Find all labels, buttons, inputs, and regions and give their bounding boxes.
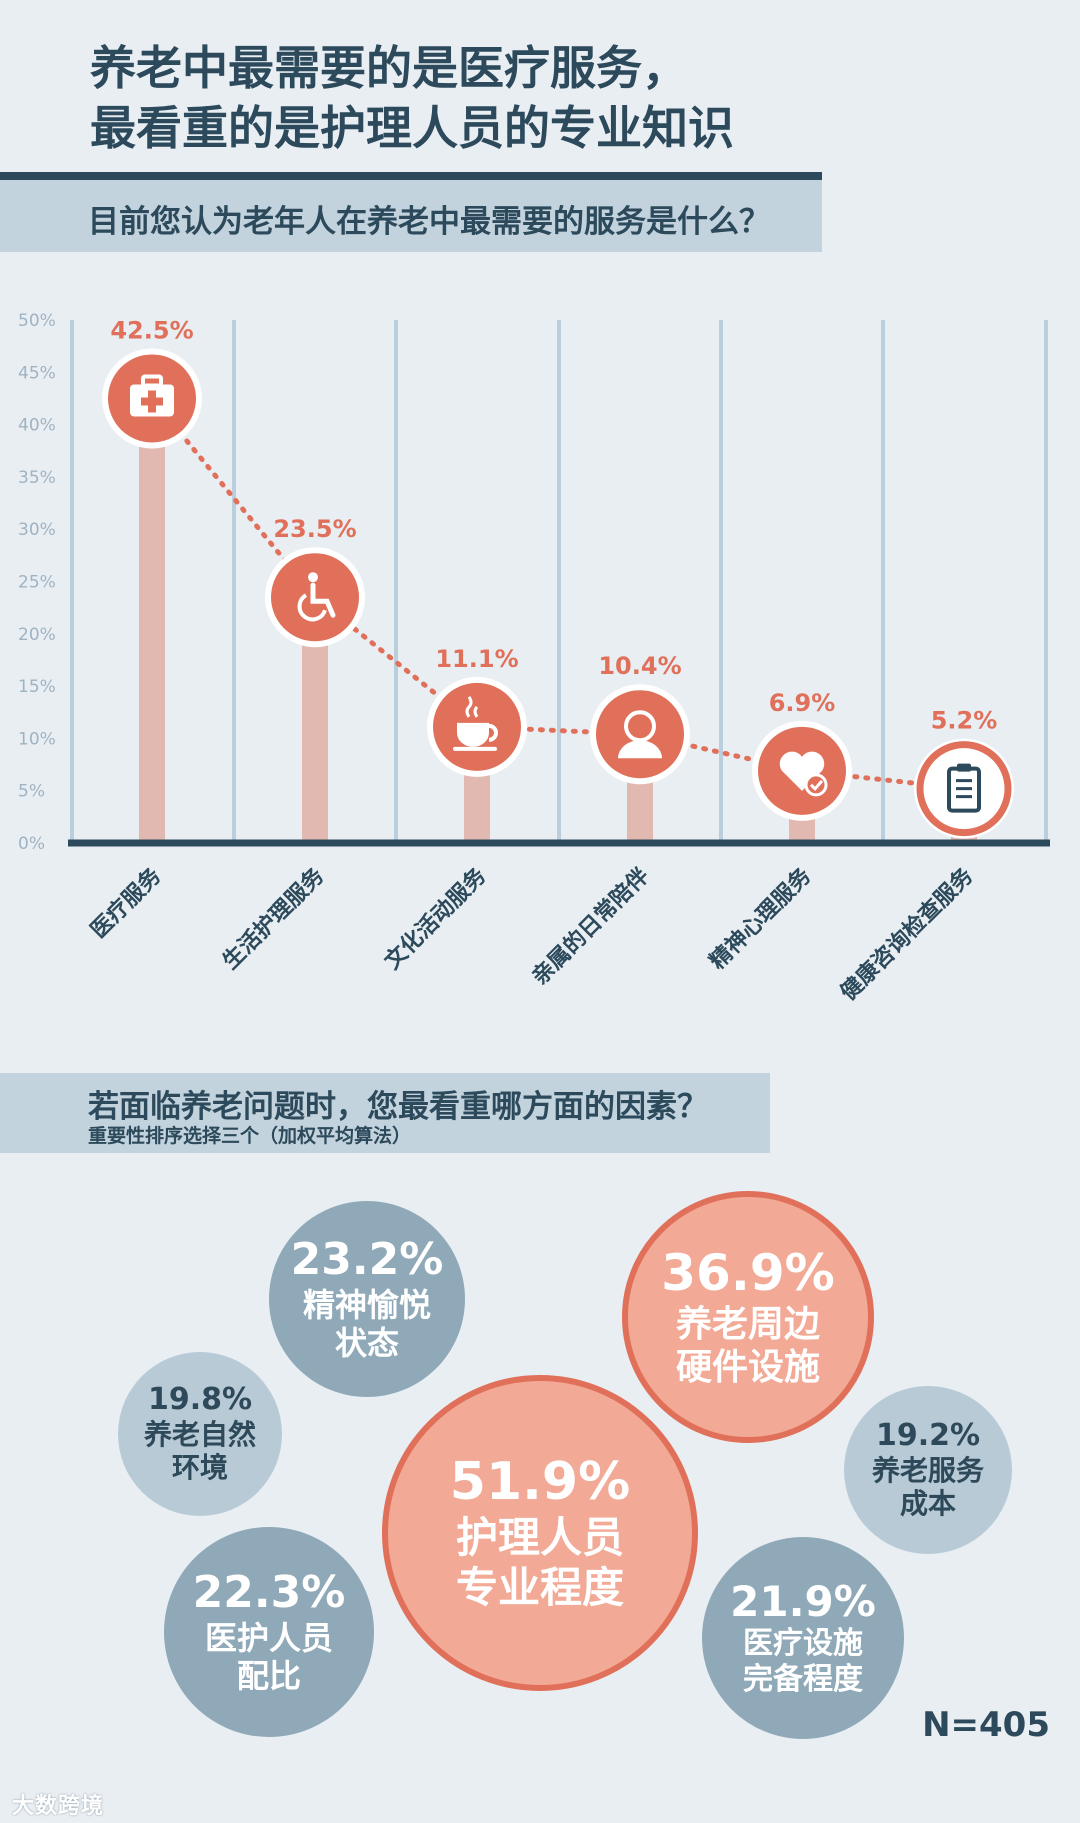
category-label: 健康咨询检查服务	[835, 862, 979, 1006]
question-2-text: 若面临养老问题时，您最看重哪方面的因素？	[88, 1089, 708, 1125]
y-tick-label: 35%	[18, 468, 56, 488]
factor-bubble-staff-ratio: 22.3% 医护人员 配比	[164, 1527, 374, 1737]
cup-saucer	[453, 746, 497, 751]
heart-check-icon	[779, 751, 828, 797]
value-label: 42.5%	[110, 316, 193, 344]
bar	[139, 398, 165, 843]
factor-label: 养老服务	[871, 1453, 984, 1487]
factor-label: 完备程度	[743, 1662, 863, 1698]
value-label: 10.4%	[598, 652, 681, 680]
y-tick-label: 0%	[18, 834, 45, 854]
person-icon	[618, 710, 662, 759]
service-needs-chart: 0% 5% 10% 15% 20% 25% 30% 35% 40% 45% 50% 42.5% 医疗服务…	[18, 311, 1050, 1006]
factor-bubble-environment: 19.8% 养老自然 环境	[118, 1352, 282, 1516]
check-mark	[809, 779, 824, 792]
kit-cross	[141, 390, 163, 413]
y-tick-label: 10%	[18, 729, 56, 749]
category-label: 精神心理服务	[705, 862, 817, 974]
value-label: 11.1%	[435, 645, 518, 673]
marker-circle	[596, 690, 684, 779]
value-label: 5.2%	[931, 707, 998, 735]
factor-label: 状态	[334, 1324, 399, 1363]
factor-value: 23.2%	[290, 1234, 444, 1286]
category-label: 文化活动服务	[380, 862, 492, 974]
y-tick-label: 20%	[18, 625, 56, 645]
question-2-subtitle: 重要性排序选择三个（加权平均算法）	[88, 1125, 412, 1147]
check-badge	[804, 773, 828, 797]
factor-label: 医护人员	[204, 1618, 333, 1657]
clipboard-clip	[957, 763, 971, 772]
factor-label: 养老周边	[675, 1303, 820, 1345]
cup-body	[457, 722, 489, 747]
factor-bubble-mental: 23.2% 精神愉悦 状态	[269, 1201, 465, 1397]
page-title: 养老中最需要的是医疗服务， 最看重的是护理人员的专业知识	[90, 38, 734, 158]
factor-value: 21.9%	[730, 1576, 876, 1626]
factor-label: 专业程度	[455, 1562, 624, 1612]
brand-watermark: 大数跨境	[12, 1794, 105, 1819]
factor-value: 51.9%	[449, 1451, 631, 1512]
factor-label: 护理人员	[455, 1512, 624, 1562]
y-tick-label: 50%	[18, 311, 56, 331]
factor-bubble-medical-facilities: 21.9% 医疗设施 完备程度	[702, 1537, 904, 1739]
coffee-cup-icon	[453, 696, 498, 751]
y-tick-label: 5%	[18, 782, 45, 802]
factor-label: 配比	[236, 1657, 301, 1696]
wc-head	[308, 572, 318, 583]
factor-bubble-nursing: 51.9% 护理人员 专业程度	[382, 1375, 698, 1691]
factor-label: 医疗设施	[743, 1626, 863, 1662]
factor-bubble-cost: 19.2% 养老服务 成本	[844, 1386, 1012, 1554]
factor-value: 19.2%	[875, 1418, 981, 1454]
wc-body	[310, 582, 336, 618]
cup-steam	[465, 696, 479, 718]
factor-value: 22.3%	[192, 1567, 346, 1619]
wc-wheel	[297, 593, 327, 622]
heart-shape	[779, 751, 825, 791]
category-label: 生活护理服务	[218, 863, 330, 975]
y-tick-label: 45%	[18, 363, 56, 383]
question-banner-2: 若面临养老问题时，您最看重哪方面的因素？ 重要性排序选择三个（加权平均算法）	[0, 1073, 770, 1153]
factor-value: 19.8%	[147, 1382, 253, 1418]
wheelchair-icon	[297, 572, 336, 622]
factor-label: 环境	[171, 1451, 228, 1485]
y-tick-label: 30%	[18, 520, 56, 540]
category-label: 亲属的日常陪伴	[527, 863, 654, 990]
title-line-2: 最看重的是护理人员的专业知识	[90, 101, 734, 155]
cup-handle	[488, 723, 498, 742]
title-line-1: 养老中最需要的是医疗服务，	[90, 41, 688, 95]
factor-label: 养老自然	[143, 1417, 256, 1451]
question-banner-1: 目前您认为老年人在养老中最需要的服务是什么？	[0, 180, 822, 252]
y-tick-label: 25%	[18, 573, 56, 593]
question-1-text: 目前您认为老年人在养老中最需要的服务是什么？	[88, 204, 770, 240]
value-label: 23.5%	[273, 515, 356, 543]
title-divider	[0, 172, 822, 180]
category-label: 医疗服务	[86, 862, 167, 943]
factor-bubble-facilities: 36.9% 养老周边 硬件设施	[622, 1191, 874, 1443]
factor-label: 精神愉悦	[302, 1285, 431, 1324]
clipboard-lines	[956, 779, 972, 799]
medical-kit-icon	[130, 374, 174, 417]
value-label: 6.9%	[769, 689, 836, 717]
factor-value: 36.9%	[661, 1244, 835, 1303]
y-tick-label: 40%	[18, 416, 56, 436]
y-tick-label: 15%	[18, 677, 56, 697]
person-shoulders	[618, 740, 662, 759]
sample-size: N=405	[922, 1705, 1050, 1745]
clipboard-icon	[947, 763, 981, 813]
factor-label: 成本	[899, 1487, 956, 1521]
factor-label: 硬件设施	[675, 1346, 820, 1388]
